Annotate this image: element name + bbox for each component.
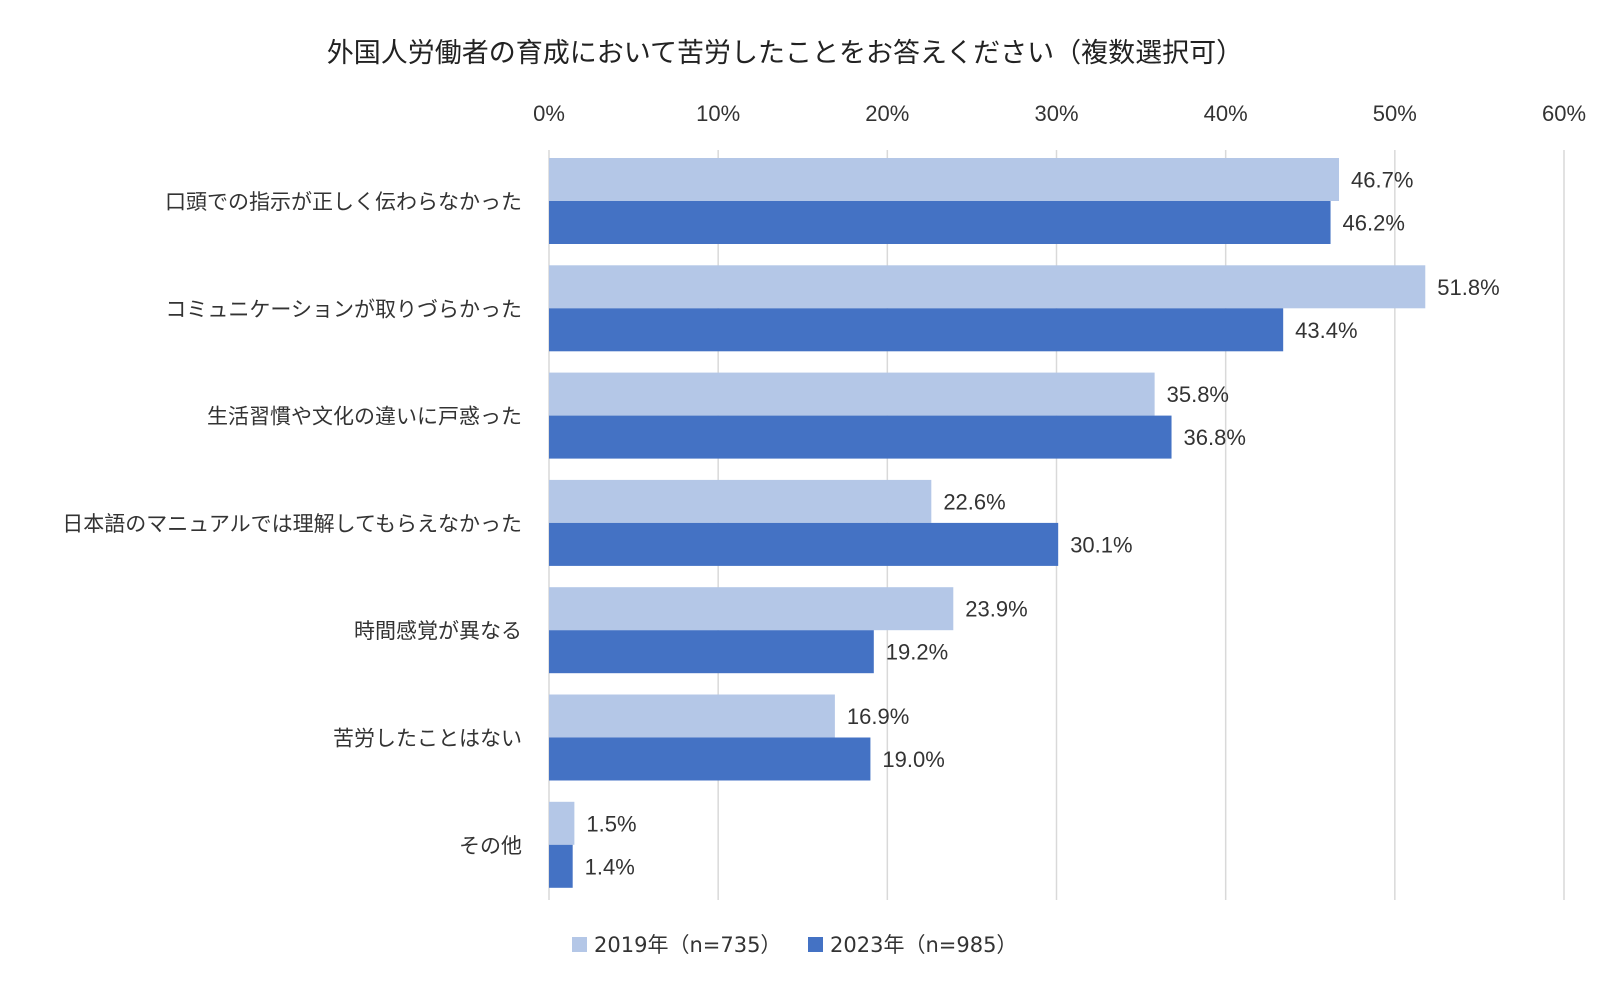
x-axis-ticks: 0% 10% 20% 30% 40% 50% 60% (533, 101, 1586, 126)
bar-series-1 (549, 694, 835, 738)
bar-series-2 (549, 844, 573, 888)
data-label: 43.4% (1295, 318, 1357, 343)
category-label: コミュニケーションが取りづらかった (165, 297, 522, 321)
bar-series-2 (549, 522, 1059, 566)
x-tick-label: 50% (1373, 101, 1417, 126)
data-label: 46.2% (1343, 211, 1405, 236)
category-label: 苦労したことはない (333, 727, 522, 751)
category-label: 口頭での指示が正しく伝わらなかった (165, 190, 522, 214)
data-label: 51.8% (1437, 275, 1499, 300)
legend-swatch (572, 937, 587, 952)
category-labels: 口頭での指示が正しく伝わらなかったコミュニケーションが取りづらかった生活習慣や文… (62, 190, 522, 858)
legend-swatch (808, 937, 823, 952)
data-label: 19.2% (886, 640, 948, 665)
data-label: 36.8% (1184, 425, 1246, 450)
bar-series-1 (549, 372, 1155, 416)
legend-label: 2019年（n=735） (594, 933, 781, 957)
x-tick-label: 40% (1204, 101, 1248, 126)
bar-series-2 (549, 737, 871, 781)
bar-series-2 (549, 308, 1284, 352)
data-label: 23.9% (965, 597, 1027, 622)
legend: 2019年（n=735） 2023年（n=985） (572, 933, 1017, 957)
x-tick-label: 0% (533, 101, 565, 126)
category-label: 時間感覚が異なる (354, 619, 522, 643)
bar-series-2 (549, 630, 874, 674)
data-label: 1.5% (586, 811, 636, 836)
x-tick-label: 20% (865, 101, 909, 126)
data-labels: 46.7% 46.2% 51.8% 43.4% 35.8% 36.8% 22.6% 30.1%… (585, 168, 1500, 880)
bar-series-2 (549, 415, 1172, 459)
data-label: 19.0% (882, 747, 944, 772)
bar-series-1 (549, 158, 1340, 201)
bar-series-2 (549, 201, 1331, 244)
legend-label: 2023年（n=985） (830, 933, 1017, 957)
chart-title: 外国人労働者の育成において苦労したことをお答えください（複数選択可） (327, 38, 1243, 69)
data-label: 35.8% (1167, 382, 1229, 407)
x-tick-label: 10% (696, 101, 740, 126)
bar-series-1 (549, 801, 575, 845)
category-label: 生活習慣や文化の違いに戸惑った (207, 405, 522, 429)
bar-series-1 (549, 265, 1426, 309)
bars (549, 158, 1426, 888)
data-label: 1.4% (585, 854, 635, 879)
data-label: 16.9% (847, 704, 909, 729)
bar-series-1 (549, 479, 932, 523)
x-tick-label: 60% (1542, 101, 1586, 126)
x-tick-label: 30% (1034, 101, 1078, 126)
data-label: 30.1% (1070, 532, 1132, 557)
bar-series-1 (549, 587, 954, 631)
category-label: 日本語のマニュアルでは理解してもらえなかった (62, 512, 522, 536)
data-label: 22.6% (943, 489, 1005, 514)
category-label: その他 (459, 834, 522, 858)
data-label: 46.7% (1351, 168, 1413, 193)
